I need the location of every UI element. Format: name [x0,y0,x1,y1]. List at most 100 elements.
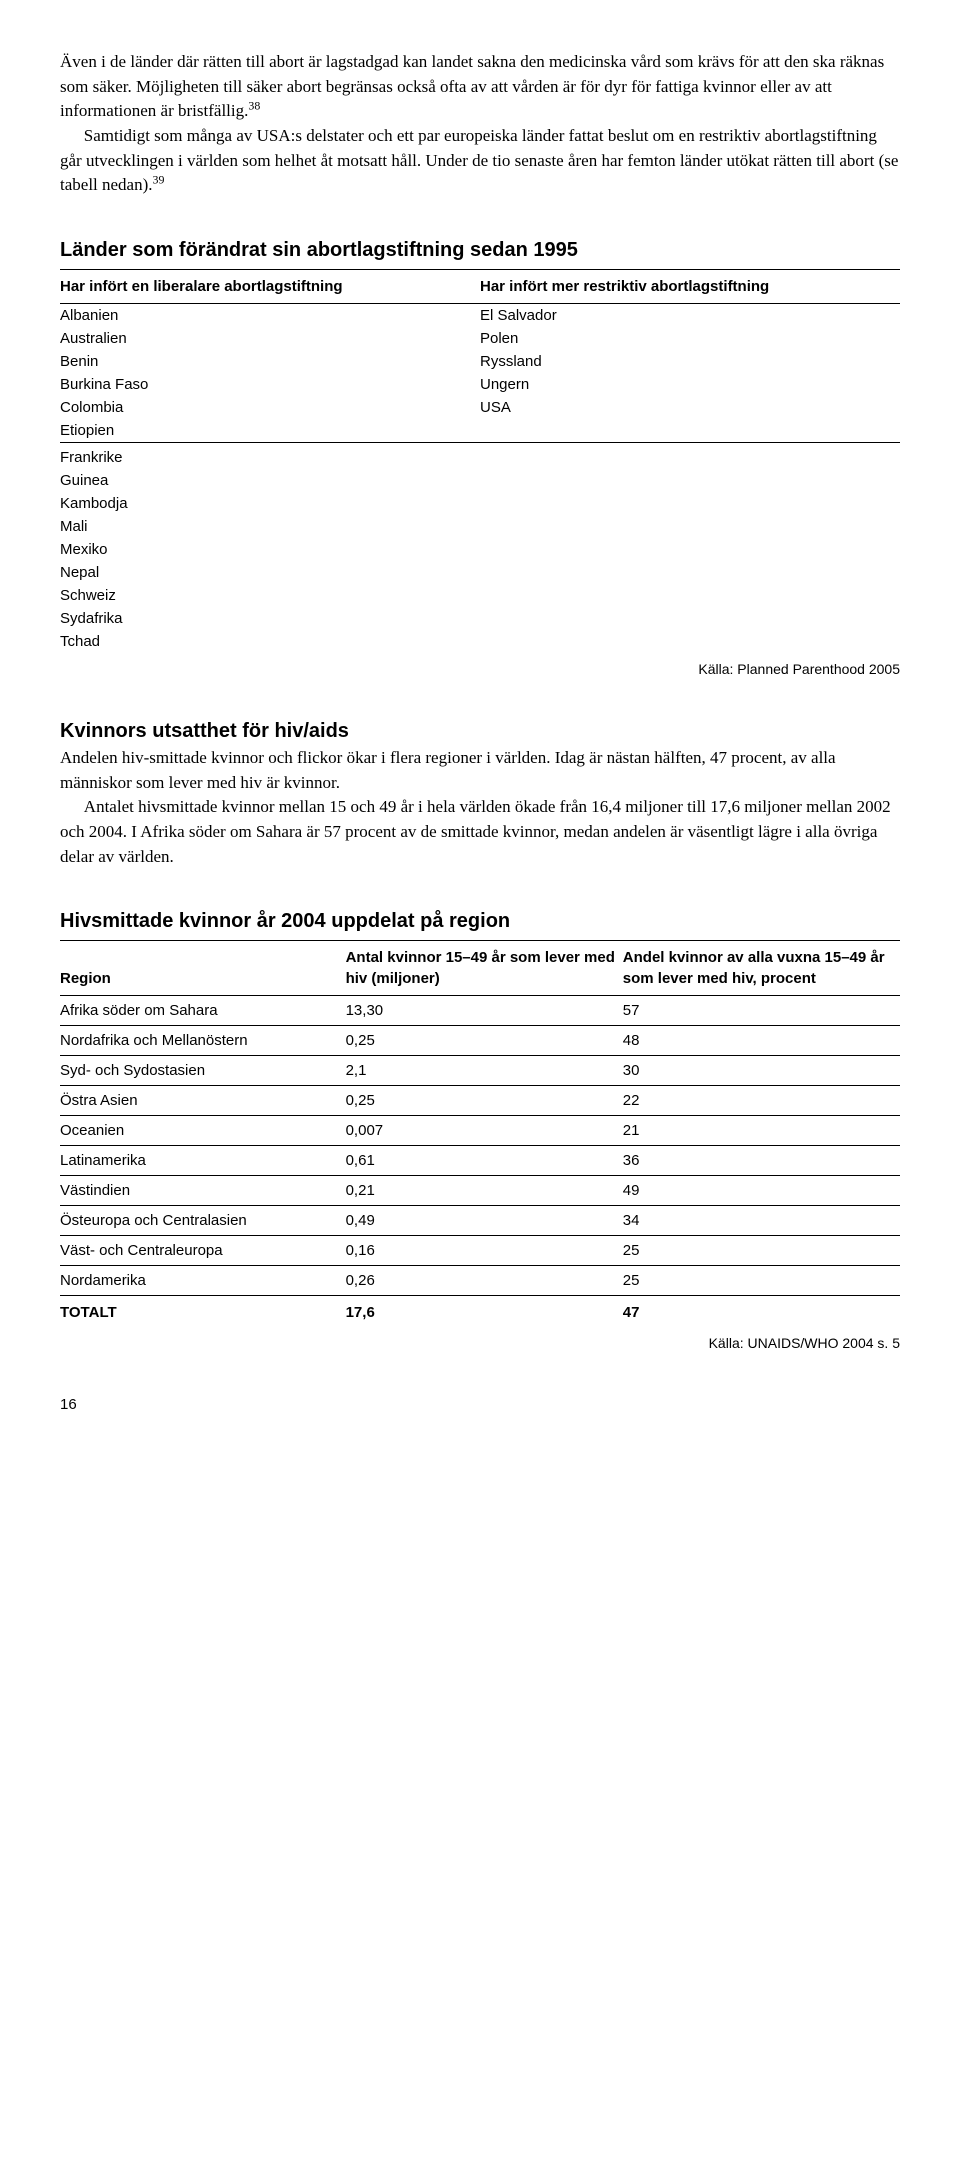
table2: Region Antal kvinnor 15–49 år som lever … [60,941,900,1327]
table-row: Västindien0,2149 [60,1176,900,1206]
table-cell: 25 [623,1236,900,1266]
table-cell [480,561,900,584]
table-cell [480,630,900,653]
table-abortion-laws: Länder som förändrat sin abortlagstiftni… [60,236,900,679]
table-cell: Afrika söder om Sahara [60,996,346,1026]
table-row: Afrika söder om Sahara13,3057 [60,996,900,1026]
table-cell: Mexiko [60,538,480,561]
table-row: AlbanienEl Salvador [60,303,900,327]
intro-p2-text: Samtidigt som många av USA:s delstater o… [60,126,898,194]
table-cell: Kambodja [60,492,480,515]
table-row: Tchad [60,630,900,653]
table-cell: Frankrike [60,442,480,469]
table-row: BeninRyssland [60,350,900,373]
table-cell: Östeuropa och Centralasien [60,1206,346,1236]
table-cell: 0,007 [346,1116,623,1146]
table-row: Östra Asien0,2522 [60,1086,900,1116]
table-cell: 0,16 [346,1236,623,1266]
table-cell: USA [480,396,900,419]
table-cell: 48 [623,1026,900,1056]
table1-head-left: Har infört en liberalare abortlagstiftni… [60,270,480,304]
intro-p1-text: Även i de länder där rätten till abort ä… [60,52,884,120]
table2-total-label: TOTALT [60,1296,346,1328]
table2-source: Källa: UNAIDS/WHO 2004 s. 5 [60,1333,900,1353]
intro-paragraph-2: Samtidigt som många av USA:s delstater o… [60,124,900,198]
hiv-section: Kvinnors utsatthet för hiv/aids Andelen … [60,717,900,869]
table-cell: 57 [623,996,900,1026]
footnote-ref-38: 38 [248,99,260,113]
table2-head-share: Andel kvinnor av alla vuxna 15–49 år som… [623,941,900,996]
table-cell [480,538,900,561]
table-cell: 0,21 [346,1176,623,1206]
table2-title: Hivsmittade kvinnor år 2004 uppdelat på … [60,907,900,941]
table-row: Sydafrika [60,607,900,630]
table-cell: Östra Asien [60,1086,346,1116]
footnote-ref-39: 39 [153,173,165,187]
table-row: ColombiaUSA [60,396,900,419]
table-cell [480,492,900,515]
table-cell: 34 [623,1206,900,1236]
table-cell: Väst- och Centraleuropa [60,1236,346,1266]
table-cell: 21 [623,1116,900,1146]
page-number: 16 [60,1394,900,1416]
table-cell: Sydafrika [60,607,480,630]
table1-title: Länder som förändrat sin abortlagstiftni… [60,236,900,270]
table-cell: 49 [623,1176,900,1206]
table2-head-region: Region [60,941,346,996]
table2-total-share: 47 [623,1296,900,1328]
table-row: Syd- och Sydostasien2,130 [60,1056,900,1086]
table-row: Kambodja [60,492,900,515]
table-row: Guinea [60,469,900,492]
table-cell: Tchad [60,630,480,653]
table-cell: 30 [623,1056,900,1086]
table-row: Mali [60,515,900,538]
table-cell: Colombia [60,396,480,419]
table-row: Väst- och Centraleuropa0,1625 [60,1236,900,1266]
table-row: Burkina FasoUngern [60,373,900,396]
table-cell [480,515,900,538]
table-cell: Guinea [60,469,480,492]
table-hiv-regions: Hivsmittade kvinnor år 2004 uppdelat på … [60,907,900,1353]
table-cell [480,607,900,630]
table-cell: Albanien [60,303,480,327]
table-cell: Nordafrika och Mellanöstern [60,1026,346,1056]
table-cell: 25 [623,1266,900,1296]
table-cell: Ungern [480,373,900,396]
table-cell: Nordamerika [60,1266,346,1296]
table-cell [480,469,900,492]
table-row: AustralienPolen [60,327,900,350]
table-cell: Schweiz [60,584,480,607]
table-cell: 13,30 [346,996,623,1026]
table-row: Mexiko [60,538,900,561]
table-cell: Etiopien [60,419,480,443]
table-cell: Polen [480,327,900,350]
table-cell: El Salvador [480,303,900,327]
table-cell [480,442,900,469]
table-cell: 36 [623,1146,900,1176]
table-cell: 0,49 [346,1206,623,1236]
table-cell: Ryssland [480,350,900,373]
table-cell: Oceanien [60,1116,346,1146]
hiv-heading: Kvinnors utsatthet för hiv/aids [60,717,900,746]
table-row: Etiopien [60,419,900,443]
table-cell: Latinamerika [60,1146,346,1176]
table-cell [480,419,900,443]
hiv-paragraph-1: Andelen hiv-smittade kvinnor och flickor… [60,746,900,795]
table-cell: 0,25 [346,1086,623,1116]
table-row: Oceanien0,00721 [60,1116,900,1146]
table-cell: 0,61 [346,1146,623,1176]
table-row: Schweiz [60,584,900,607]
table-row: Latinamerika0,6136 [60,1146,900,1176]
intro-paragraph-1: Även i de länder där rätten till abort ä… [60,50,900,124]
table-cell: 2,1 [346,1056,623,1086]
table-row: Nordamerika0,2625 [60,1266,900,1296]
table-cell: Västindien [60,1176,346,1206]
table2-head-count: Antal kvinnor 15–49 år som lever med hiv… [346,941,623,996]
table-row: Nepal [60,561,900,584]
table-cell: Syd- och Sydostasien [60,1056,346,1086]
table-row: Nordafrika och Mellanöstern0,2548 [60,1026,900,1056]
table1-head-right: Har infört mer restriktiv abortlagstiftn… [480,270,900,304]
table-cell: Australien [60,327,480,350]
hiv-paragraph-2: Antalet hivsmittade kvinnor mellan 15 oc… [60,795,900,869]
table-cell: 22 [623,1086,900,1116]
